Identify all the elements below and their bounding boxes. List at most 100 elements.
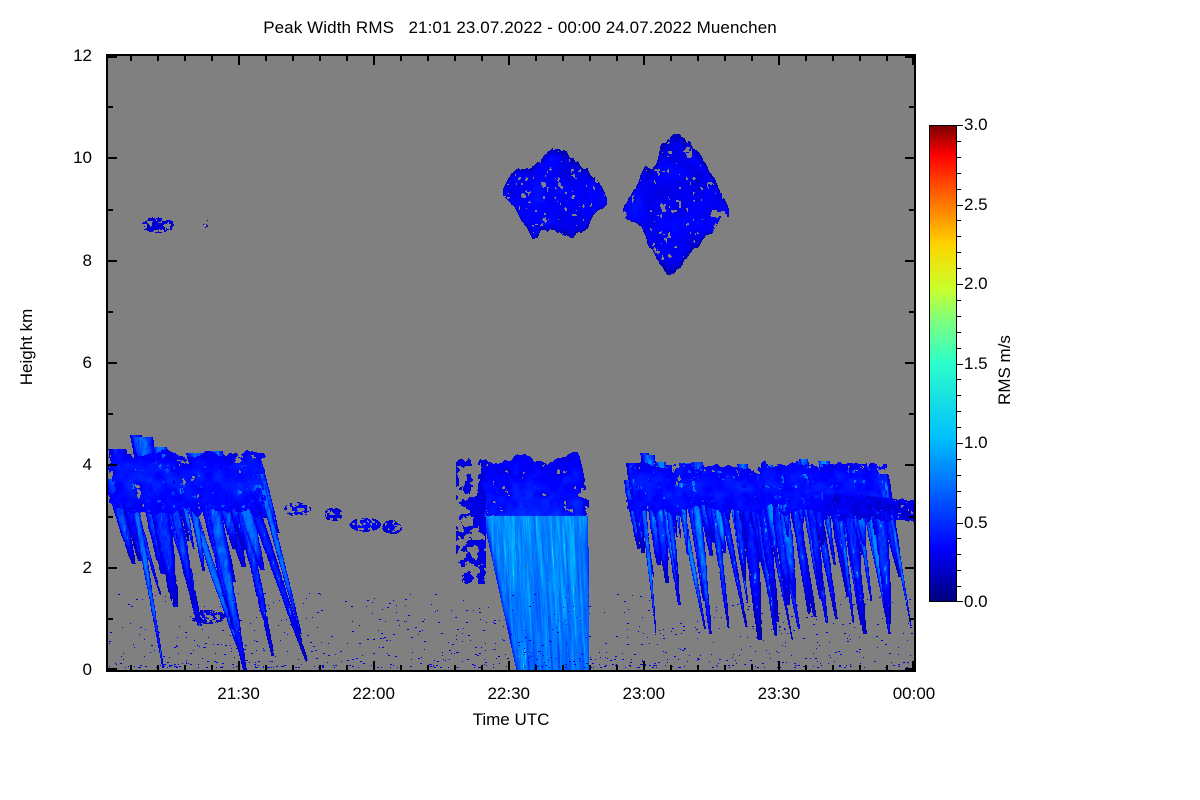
- y-tick: [909, 106, 914, 109]
- x-tick: [210, 56, 213, 61]
- x-tick: [210, 665, 213, 670]
- x-tick-label: 00:00: [892, 684, 936, 703]
- colorbar-tick: [957, 474, 961, 476]
- y-tick: [108, 617, 113, 620]
- y-tick: [108, 56, 117, 58]
- plot-area: [106, 54, 916, 672]
- x-tick: [264, 56, 267, 61]
- x-tick: [642, 56, 645, 65]
- x-tick: [723, 665, 726, 670]
- x-axis-title: Time UTC: [472, 710, 550, 729]
- x-tick: [777, 56, 780, 65]
- colorbar-tick: [957, 411, 961, 413]
- x-tick: [318, 665, 321, 670]
- y-tick: [909, 617, 914, 620]
- y-tick: [905, 259, 914, 262]
- x-tick: [912, 661, 914, 670]
- colorbar-tick-label: 0.0: [964, 592, 988, 611]
- x-tick: [912, 56, 914, 65]
- colorbar-tick: [957, 172, 961, 174]
- radar-heatmap: [108, 56, 914, 670]
- x-tick: [561, 56, 564, 61]
- x-tick: [804, 665, 807, 670]
- colorbar-tick-label: 2.0: [964, 274, 988, 293]
- y-tick: [108, 515, 113, 518]
- x-tick: [237, 56, 240, 65]
- x-tick: [615, 56, 618, 61]
- x-tick: [372, 56, 375, 65]
- colorbar-tick: [957, 586, 961, 588]
- x-tick: [831, 56, 834, 61]
- x-tick: [183, 665, 186, 670]
- y-tick: [108, 464, 117, 467]
- y-tick: [905, 157, 914, 160]
- colorbar-tick: [957, 331, 961, 333]
- colorbar-tick: [957, 268, 961, 270]
- x-tick: [345, 665, 348, 670]
- colorbar-tick-label: 0.5: [964, 512, 988, 532]
- colorbar-tick: [957, 140, 961, 142]
- x-tick: [345, 56, 348, 61]
- colorbar-tick-label: 2.5: [964, 194, 988, 214]
- y-tick: [108, 106, 113, 109]
- x-tick: [804, 56, 807, 61]
- colorbar-title: RMS m/s: [995, 335, 1014, 405]
- x-tick: [291, 56, 294, 61]
- colorbar-tick: [957, 427, 961, 429]
- x-tick: [507, 661, 510, 670]
- x-tick: [453, 56, 456, 61]
- colorbar-tick: [957, 347, 961, 349]
- colorbar-tick: [957, 363, 963, 365]
- x-tick: [237, 661, 240, 670]
- colorbar-tick-label: 1.5: [964, 353, 988, 373]
- y-tick-label: 0: [82, 660, 92, 679]
- colorbar-gradient: [930, 126, 956, 601]
- y-tick-label: 10: [73, 148, 92, 168]
- x-tick-label: 22:00: [352, 684, 395, 703]
- y-tick-label: 2: [82, 557, 92, 577]
- y-tick: [108, 259, 117, 262]
- x-tick: [615, 665, 618, 670]
- colorbar-tick: [957, 204, 963, 206]
- x-tick: [642, 661, 645, 670]
- x-tick: [507, 56, 510, 65]
- x-tick: [831, 665, 834, 670]
- y-tick: [108, 157, 117, 160]
- colorbar-tick: [957, 570, 961, 572]
- x-tick: [534, 665, 537, 670]
- x-tick: [453, 665, 456, 670]
- y-tick: [108, 413, 113, 416]
- colorbar-tick: [957, 443, 963, 444]
- x-tick: [291, 665, 294, 670]
- x-tick: [480, 665, 483, 670]
- colorbar-tick: [957, 506, 961, 508]
- y-tick: [108, 362, 117, 364]
- x-tick: [750, 665, 753, 670]
- x-tick: [399, 56, 402, 61]
- colorbar-tick: [957, 125, 963, 126]
- y-tick: [905, 56, 914, 58]
- x-tick: [183, 56, 186, 61]
- x-tick: [858, 56, 861, 61]
- colorbar-tick-label: 3.0: [964, 115, 988, 134]
- x-tick: [372, 661, 375, 670]
- x-tick-label: 23:30: [757, 684, 801, 703]
- x-tick-label: 22:30: [487, 684, 530, 703]
- x-tick-label: 23:00: [622, 684, 666, 703]
- y-tick: [108, 566, 117, 569]
- x-tick: [588, 665, 591, 670]
- y-tick: [905, 362, 914, 364]
- colorbar-tick: [957, 522, 963, 524]
- x-tick: [480, 56, 483, 61]
- y-tick-label: 6: [82, 353, 92, 372]
- x-tick: [885, 665, 888, 670]
- y-tick: [905, 668, 914, 670]
- x-tick: [426, 56, 429, 61]
- colorbar-tick: [957, 188, 961, 190]
- colorbar-tick: [957, 538, 961, 540]
- colorbar-tick-label: 1.0: [964, 433, 988, 452]
- page-title: Peak Width RMS 21:01 23.07.2022 - 00:00 …: [263, 18, 777, 37]
- colorbar-tick: [957, 315, 961, 317]
- x-tick: [129, 56, 132, 61]
- x-tick: [858, 665, 861, 670]
